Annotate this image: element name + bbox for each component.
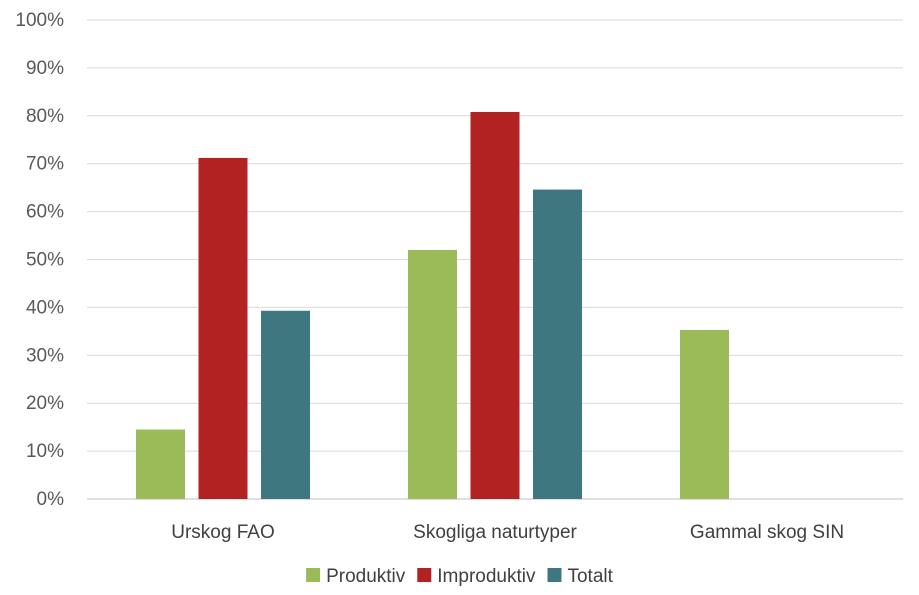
bar-totalt-2 (533, 189, 582, 500)
y-tick-label: 60% (26, 202, 64, 223)
y-tick-label: 100% (15, 10, 64, 31)
y-tick-label: 30% (26, 345, 64, 366)
y-tick-label: 10% (26, 441, 64, 462)
x-category-label: Urskog FAO (171, 522, 274, 543)
x-category-label: Skogliga naturtyper (413, 522, 577, 543)
legend-swatch-totalt (547, 568, 562, 582)
legend-swatch-produktiv (306, 568, 321, 582)
y-tick-label: 40% (26, 297, 64, 318)
y-tick-label: 50% (26, 250, 64, 271)
y-tick-label: 80% (26, 106, 64, 127)
y-axis-ticks: 0% 10% 20% 30% 40% 50% 60% 70% 80% 90% 100% (15, 10, 64, 510)
legend-swatch-improduktiv (417, 568, 432, 582)
bar-improduktiv-1 (198, 157, 248, 499)
legend: Produktiv Improduktiv Totalt (306, 566, 614, 587)
legend-label-totalt: Totalt (567, 566, 613, 587)
x-axis-categories: Urskog FAO Skogliga naturtyper Gammal skog… (171, 522, 844, 543)
bars (136, 111, 729, 500)
bar-totalt-1 (261, 310, 310, 499)
legend-label-improduktiv: Improduktiv (437, 566, 536, 587)
bar-produktiv-1 (136, 429, 185, 499)
y-tick-label: 20% (26, 393, 64, 414)
x-category-label: Gammal skog SIN (690, 522, 844, 543)
bar-improduktiv-2 (470, 111, 520, 499)
y-tick-label: 0% (37, 489, 65, 510)
bar-produktiv-2 (408, 249, 457, 499)
bar-produktiv-3 (680, 329, 729, 499)
y-tick-label: 70% (26, 154, 64, 175)
y-tick-label: 90% (26, 58, 64, 79)
legend-label-produktiv: Produktiv (326, 566, 406, 587)
